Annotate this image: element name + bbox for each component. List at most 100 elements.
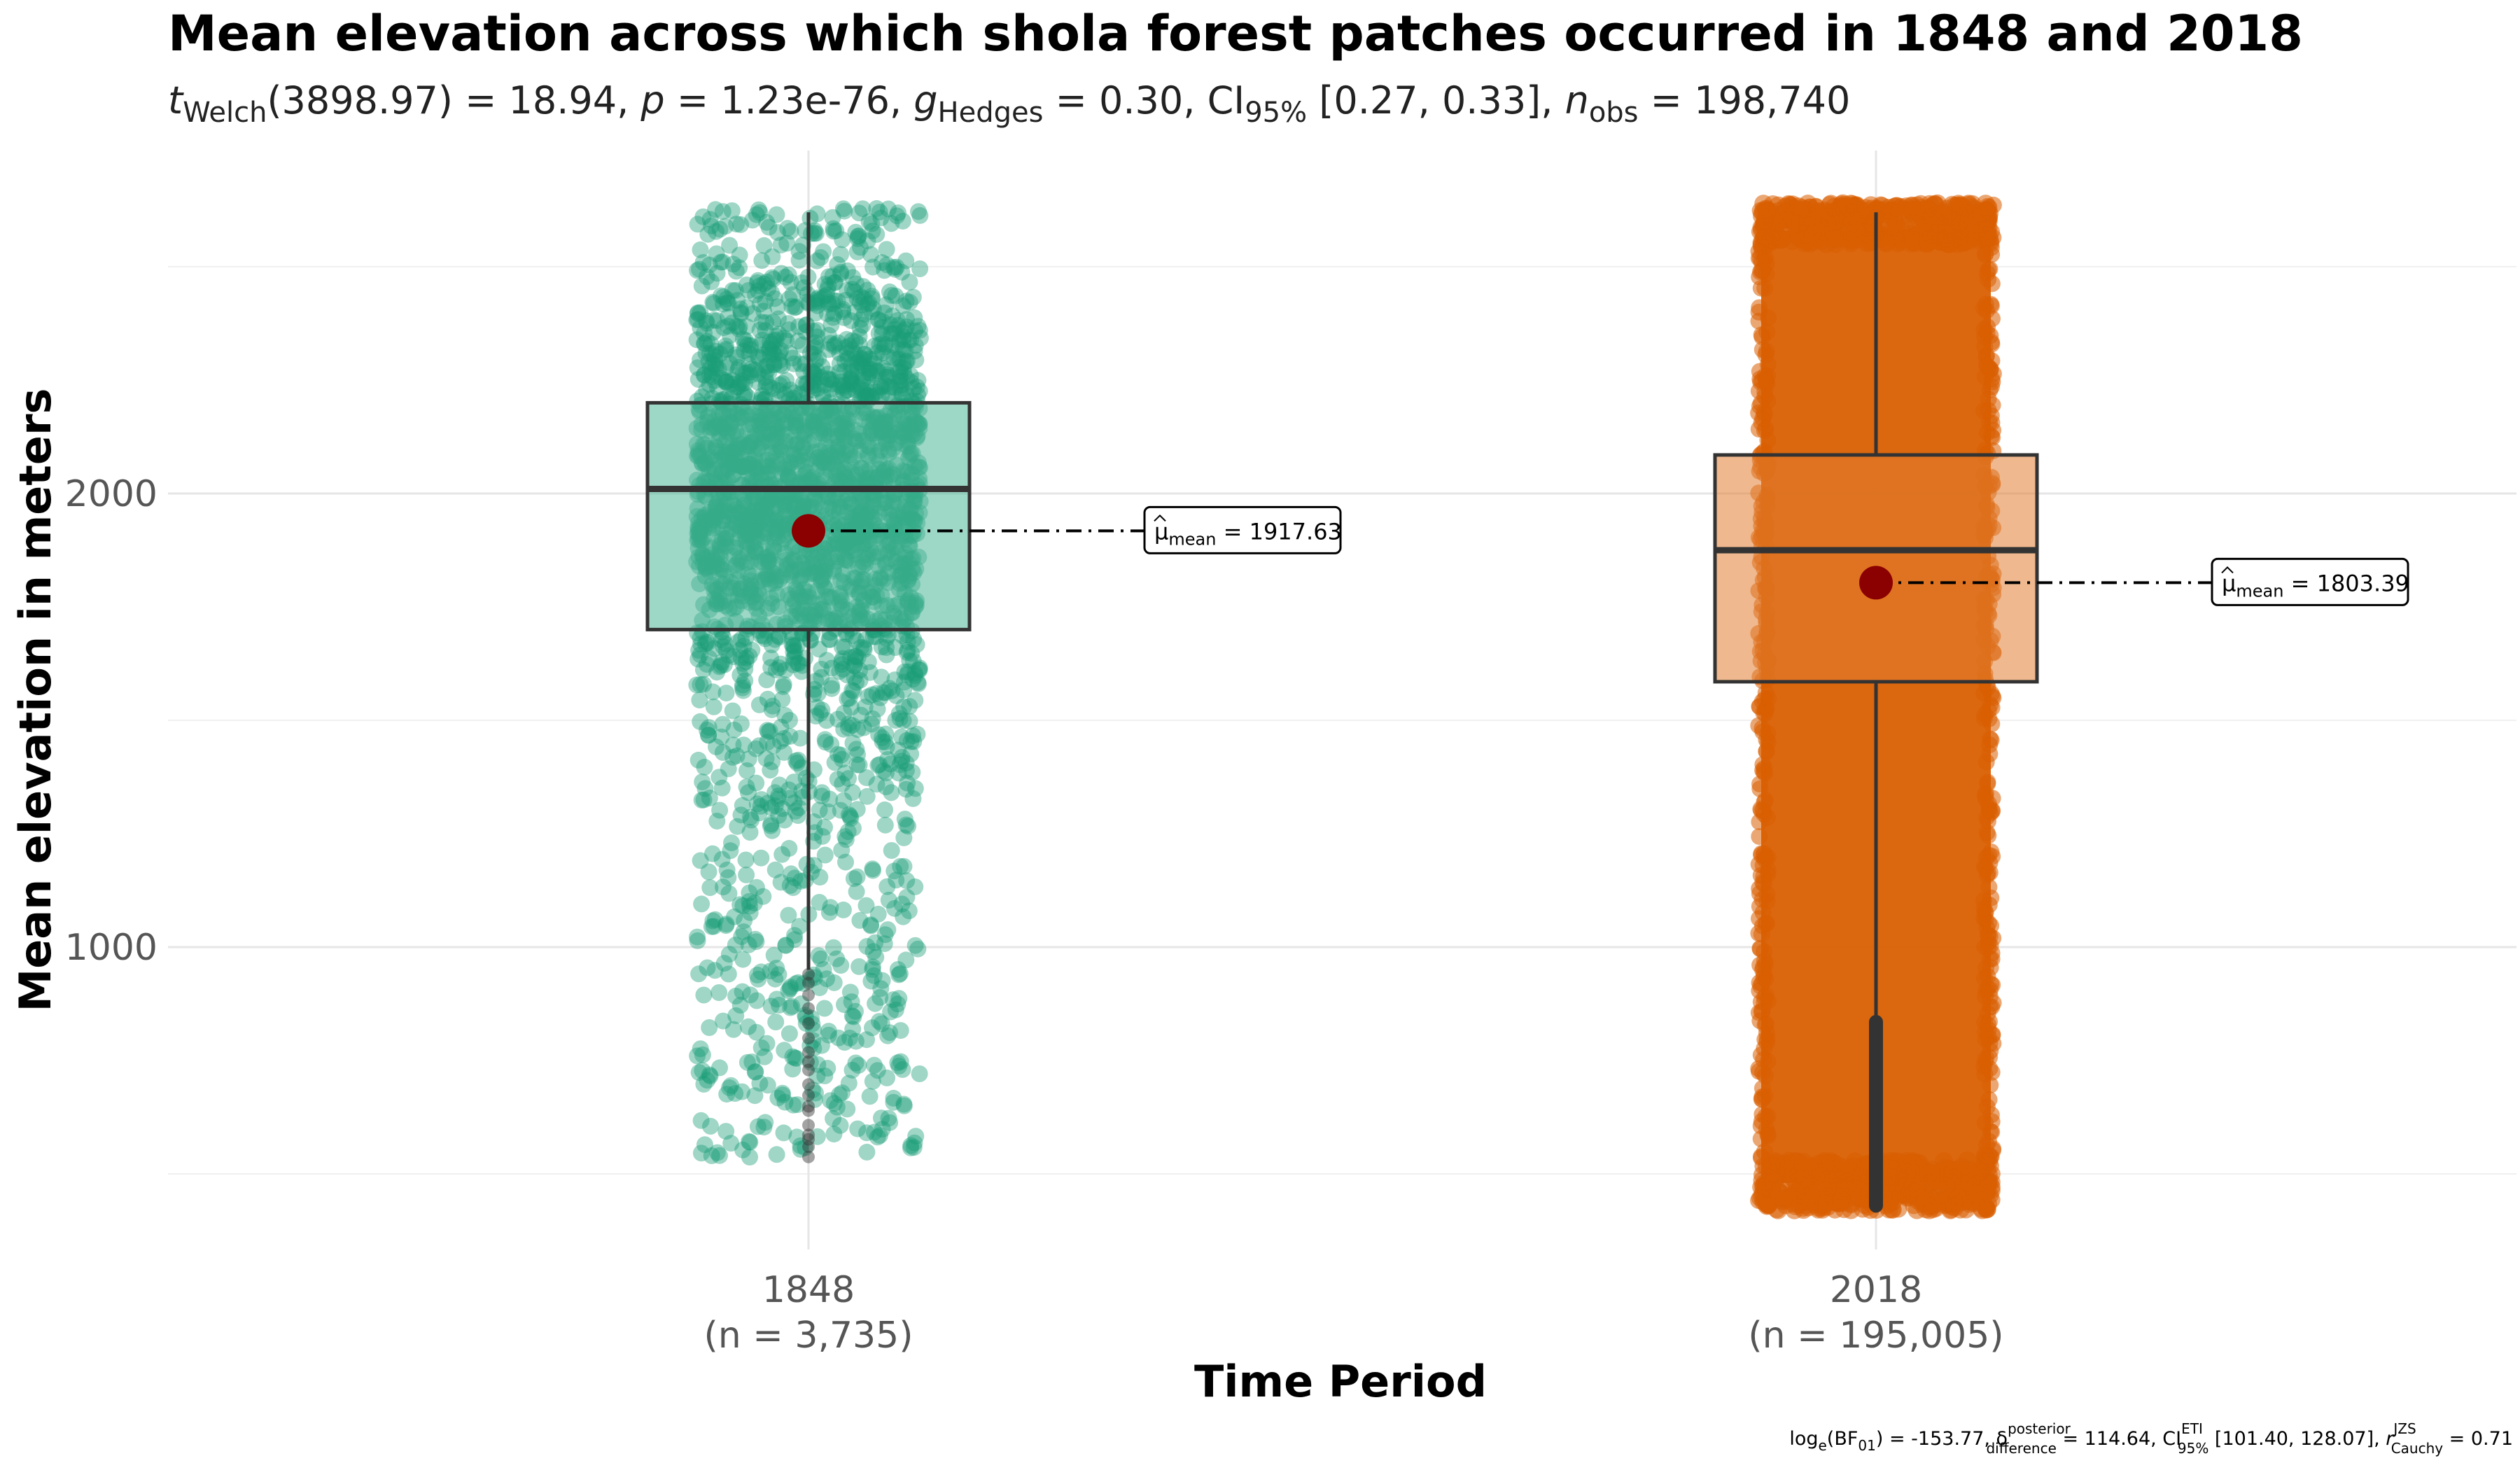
- data-point: [871, 756, 888, 774]
- data-point: [802, 971, 819, 988]
- data-point: [764, 822, 781, 839]
- data-point: [909, 318, 927, 335]
- data-point: [730, 358, 748, 376]
- data-point: [712, 253, 729, 271]
- data-point: [748, 992, 766, 1009]
- outlier-point: [802, 1140, 815, 1154]
- data-point: [863, 288, 881, 305]
- data-point: [705, 295, 722, 312]
- data-point: [834, 1084, 850, 1102]
- data-point: [741, 892, 758, 910]
- data-point: [690, 304, 706, 321]
- data-point: [1756, 1067, 1774, 1084]
- data-point: [834, 750, 851, 768]
- data-point: [844, 281, 861, 298]
- data-point: [879, 751, 896, 768]
- outlier-point: [802, 976, 815, 990]
- data-point: [1750, 382, 1768, 400]
- data-point: [835, 720, 853, 738]
- data-point: [839, 823, 857, 841]
- data-point: [846, 657, 863, 675]
- data-point: [911, 662, 928, 678]
- data-point: [715, 638, 732, 655]
- data-point: [1984, 689, 2002, 706]
- data-point: [692, 1144, 710, 1162]
- data-point: [839, 666, 855, 684]
- data-point: [762, 817, 779, 834]
- data-point: [876, 262, 893, 279]
- data-point: [845, 870, 862, 888]
- data-point: [833, 638, 850, 656]
- data-point: [834, 650, 851, 667]
- data-point: [728, 379, 746, 396]
- data-point: [887, 1001, 904, 1018]
- data-point: [836, 764, 854, 782]
- data-point: [898, 311, 915, 328]
- data-point: [768, 206, 785, 223]
- data-point: [1849, 1186, 1868, 1205]
- data-point: [870, 726, 888, 743]
- data-point: [692, 713, 709, 730]
- data-point: [762, 650, 780, 666]
- data-point: [841, 983, 859, 1001]
- data-point: [845, 682, 862, 700]
- data-point: [764, 380, 782, 397]
- data-point: [868, 776, 886, 793]
- data-point: [1769, 196, 1788, 215]
- data-point: [904, 764, 921, 781]
- x-tick-sample-size: (n = 195,005): [1748, 1315, 2003, 1357]
- data-point: [701, 650, 718, 667]
- data-point: [736, 386, 753, 403]
- data-point: [701, 376, 718, 393]
- data-point: [863, 715, 881, 733]
- data-point: [832, 377, 849, 394]
- data-point: [825, 220, 842, 237]
- outlier-point: [802, 1133, 815, 1146]
- data-point: [828, 1098, 846, 1116]
- data-point: [770, 382, 788, 399]
- data-point: [854, 382, 872, 399]
- data-point: [1758, 886, 1776, 903]
- data-point: [847, 223, 864, 241]
- data-point: [751, 1074, 769, 1092]
- data-point: [779, 220, 797, 237]
- data-point: [807, 376, 824, 393]
- data-point: [765, 356, 783, 373]
- data-point: [840, 806, 858, 823]
- data-point: [853, 288, 870, 306]
- data-point: [805, 966, 822, 983]
- data-point: [897, 293, 915, 310]
- data-point: [1863, 217, 1882, 236]
- data-point: [852, 354, 869, 371]
- data-point: [808, 362, 825, 379]
- data-point: [707, 201, 724, 218]
- data-point: [888, 872, 905, 889]
- data-point: [1976, 904, 1994, 922]
- data-point: [1755, 215, 1772, 232]
- data-point: [713, 657, 730, 674]
- data-point: [813, 788, 830, 805]
- data-point: [780, 982, 797, 1000]
- data-point: [1977, 1201, 1995, 1219]
- data-point: [738, 866, 755, 883]
- data-point: [893, 386, 911, 404]
- data-point: [840, 715, 858, 733]
- data-point: [753, 314, 771, 331]
- data-point: [775, 676, 792, 693]
- data-point: [690, 304, 706, 322]
- data-point: [780, 321, 798, 339]
- data-point: [741, 897, 759, 915]
- data-point: [904, 727, 922, 745]
- data-point: [822, 371, 840, 388]
- data-point: [738, 778, 755, 796]
- data-point: [780, 1025, 798, 1042]
- data-point: [741, 1133, 758, 1150]
- data-point: [906, 878, 924, 895]
- data-point: [846, 382, 864, 399]
- data-point: [737, 332, 755, 349]
- data-point: [731, 246, 748, 264]
- data-point: [902, 1137, 920, 1154]
- data-point: [810, 947, 827, 965]
- data-point: [733, 928, 750, 945]
- mean-label-box: [2211, 557, 2409, 606]
